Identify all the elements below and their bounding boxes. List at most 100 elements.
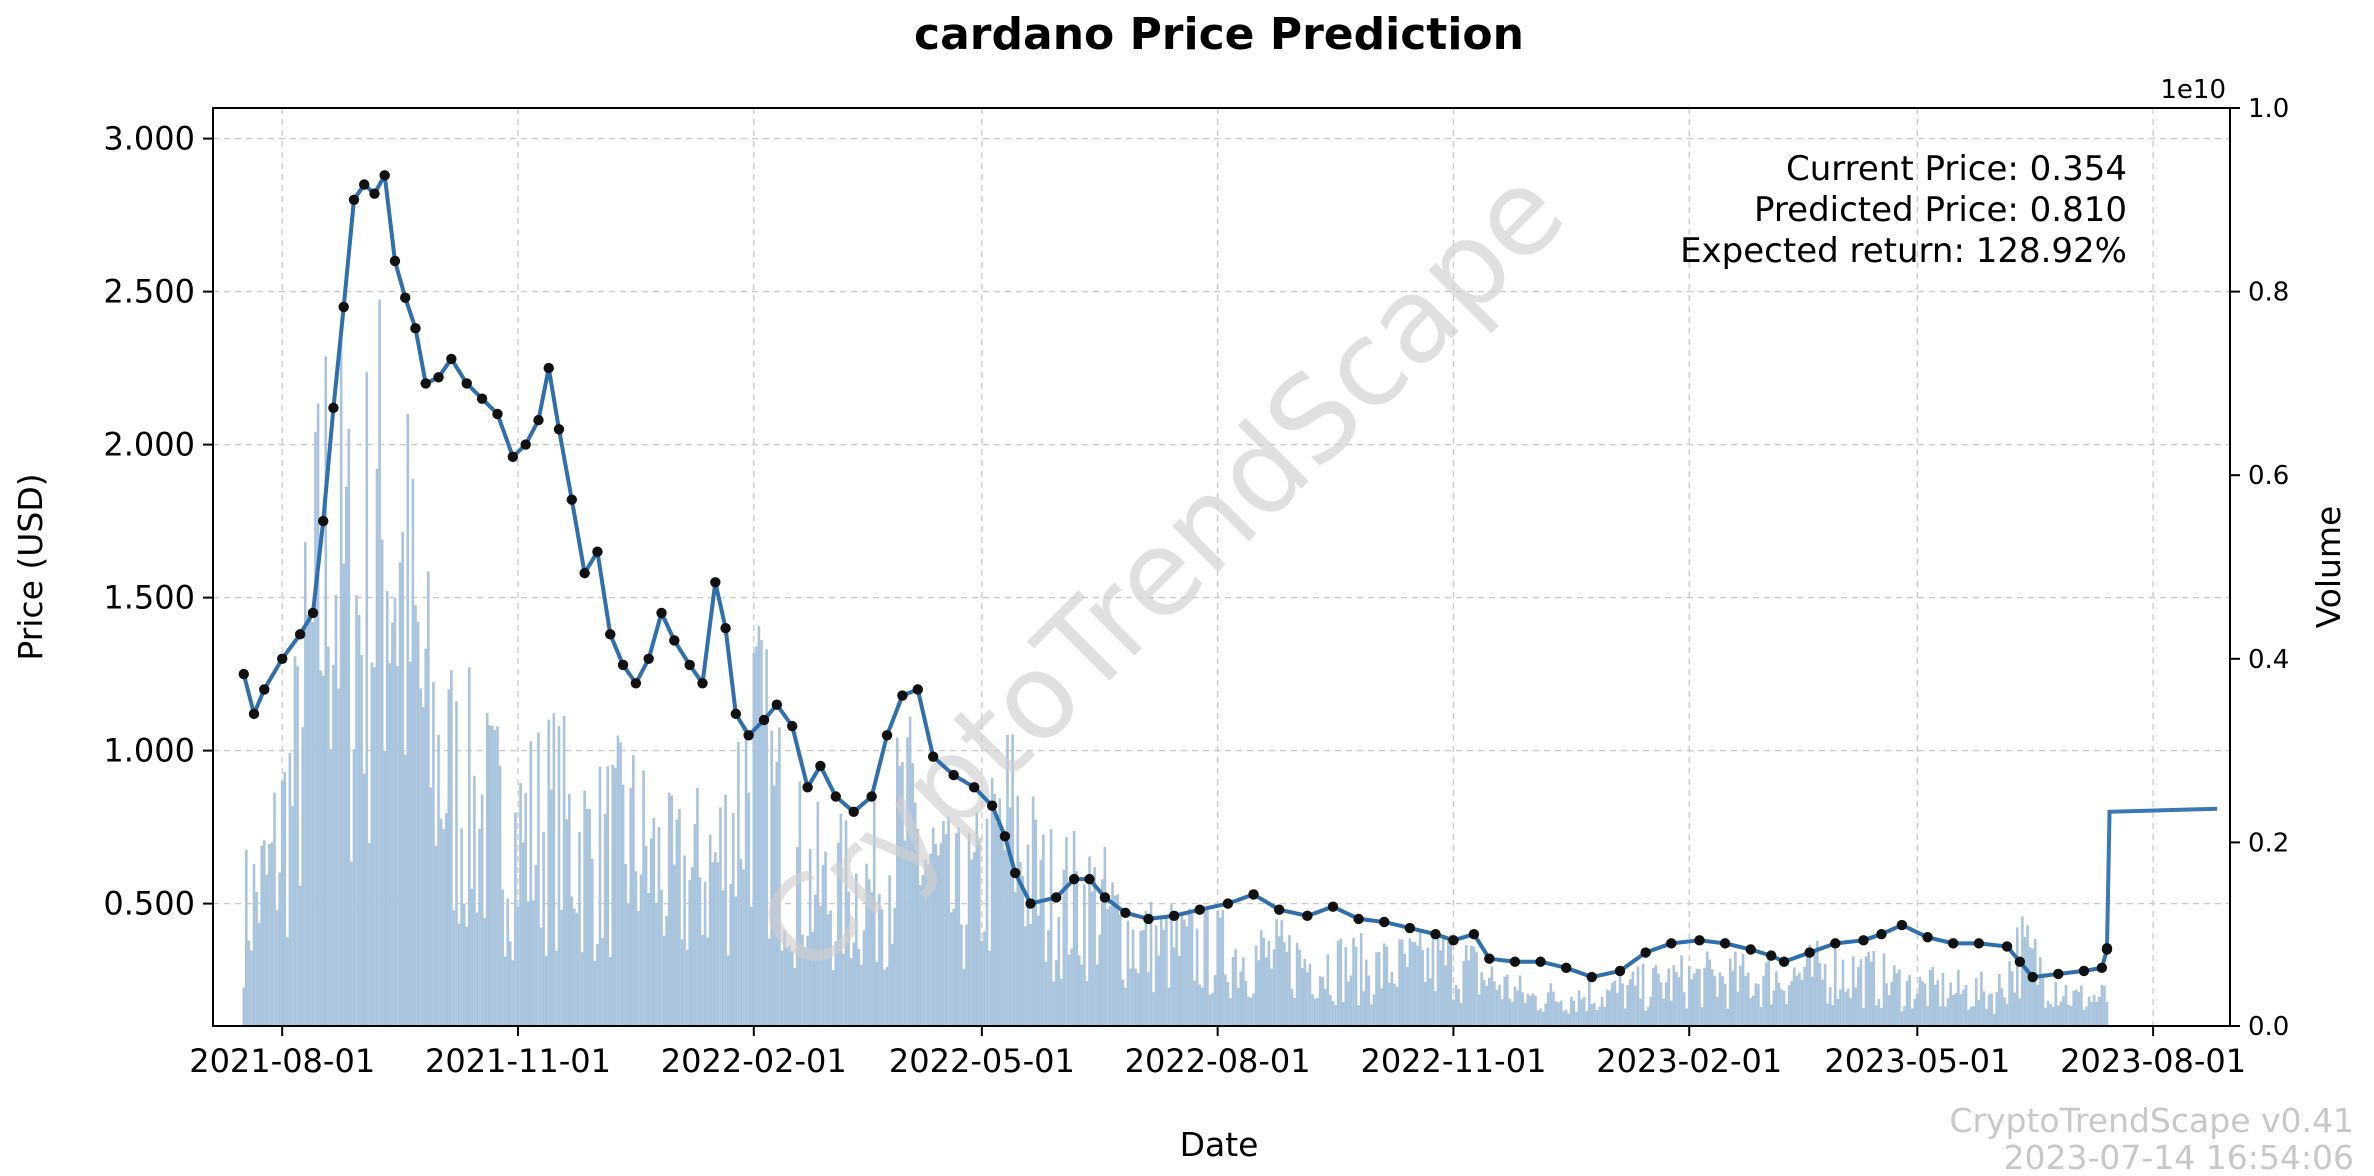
volume-bar <box>1508 998 1512 1026</box>
chart-title: cardano Price Prediction <box>914 9 1524 60</box>
price-point <box>389 255 401 267</box>
volume-bar <box>1628 979 1632 1026</box>
volume-bar <box>1052 981 1055 1026</box>
volume-bar <box>1872 951 1876 1026</box>
volume-bar <box>532 900 535 1026</box>
volume-bar <box>1200 987 1204 1026</box>
volume-bar <box>485 713 489 1026</box>
x-axis-label: Date <box>1180 1125 1259 1164</box>
x-tick-label: 2021-11-01 <box>425 1042 611 1080</box>
price-point <box>1222 898 1234 909</box>
volume-bar <box>701 934 704 1026</box>
volume-bar <box>496 726 499 1026</box>
volume-bar <box>1646 1007 1650 1026</box>
volume-bar <box>2064 985 2068 1026</box>
volume-bar <box>724 794 727 1026</box>
volume-bar <box>252 863 256 1026</box>
volume-bar <box>1234 949 1237 1026</box>
volume-bar <box>293 656 297 1026</box>
volume-bar <box>1521 992 1524 1026</box>
price-point <box>802 782 813 793</box>
volume-bar <box>1372 994 1376 1026</box>
volume-bar <box>942 820 945 1026</box>
volume-bar <box>1998 974 2001 1026</box>
volume-bar <box>1834 947 1837 1026</box>
volume-bar <box>1482 980 1486 1026</box>
expected-return-annotation: Expected return: 128.92% <box>1680 231 2127 271</box>
volume-bar <box>608 957 612 1026</box>
volume-bar <box>1718 972 1722 1026</box>
volume-bar <box>1172 947 1176 1026</box>
volume-bar <box>603 813 607 1026</box>
volume-bar <box>721 890 725 1026</box>
volume-bar <box>1475 952 1478 1026</box>
volume-bar <box>319 670 322 1026</box>
volume-bar <box>265 874 269 1026</box>
volume-bar <box>1974 978 1978 1026</box>
volume-bar <box>283 772 287 1026</box>
volume-bar <box>983 931 986 1026</box>
price-point <box>492 408 503 420</box>
volume-bar <box>1065 836 1068 1026</box>
volume-bar <box>1516 990 1519 1026</box>
volume-bar <box>1805 948 1809 1026</box>
volume-bar <box>1134 968 1137 1026</box>
volume-bar <box>1339 938 1342 1026</box>
price-point <box>2001 941 2013 952</box>
price-point <box>238 668 249 680</box>
volume-bar <box>1946 998 1950 1026</box>
price-point <box>420 378 431 389</box>
volume-bar <box>1021 875 1025 1026</box>
volume-bar <box>893 907 897 1026</box>
volume-bar <box>1036 915 1040 1026</box>
volume-bar <box>1869 961 1873 1026</box>
volume-bar <box>729 883 733 1026</box>
volume-bar <box>391 622 394 1026</box>
price-point <box>1353 913 1364 925</box>
price-point <box>1896 919 1908 931</box>
volume-bar <box>1992 1014 1996 1026</box>
volume-bar <box>1769 1004 1773 1026</box>
volume-bar <box>1395 986 1399 1026</box>
volume-bar <box>939 842 943 1026</box>
volume-bar <box>2033 938 2037 1026</box>
volume-bar <box>1095 964 1099 1026</box>
volume-bar <box>1892 965 1896 1026</box>
volume-bar <box>921 875 925 1026</box>
volume-bar <box>1880 1007 1883 1026</box>
price-point <box>1068 873 1080 885</box>
price-point <box>294 629 306 640</box>
volume-bar <box>1083 884 1086 1026</box>
volume-bar <box>306 614 310 1026</box>
volume-bar <box>478 828 481 1026</box>
price-point <box>881 730 893 741</box>
volume-bar <box>598 766 602 1026</box>
volume-bar <box>1618 975 1622 1026</box>
volume-bar <box>1895 973 1899 1026</box>
volume-bar <box>680 939 684 1026</box>
volume-bar <box>493 729 497 1026</box>
volume-bar <box>288 753 292 1026</box>
volume-bar <box>1136 973 1140 1026</box>
price-point <box>2053 968 2064 980</box>
volume-bar <box>337 688 340 1026</box>
volume-bar <box>1231 957 1235 1026</box>
volume-bar <box>350 861 353 1026</box>
volume-bar <box>919 884 922 1026</box>
volume-bar <box>1472 946 1476 1026</box>
x-tick-label: 2023-05-01 <box>1824 1042 2010 1080</box>
volume-bar <box>1949 982 1952 1026</box>
volume-bar <box>347 428 351 1026</box>
volume-bar <box>621 784 625 1026</box>
price-point <box>787 720 798 732</box>
y-tick-label: 0.500 <box>103 885 195 923</box>
volume-bar <box>1744 975 1747 1026</box>
plot-frame <box>212 107 2231 1027</box>
volume-bar <box>2067 1004 2070 1026</box>
volume-bar <box>1677 977 1681 1026</box>
volume-bar <box>575 913 579 1026</box>
volume-bar <box>1795 975 1799 1026</box>
volume-bar <box>1667 968 1671 1026</box>
price-point <box>617 659 629 671</box>
volume-bar <box>2074 989 2078 1026</box>
